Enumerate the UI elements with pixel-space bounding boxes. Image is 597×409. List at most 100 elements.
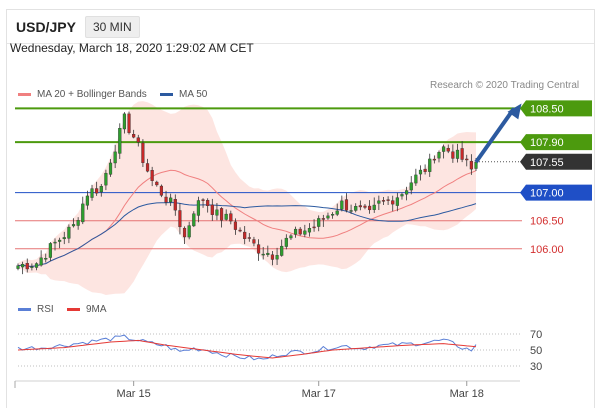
candle [81, 196, 85, 225]
candle [266, 245, 270, 257]
candle [391, 195, 395, 212]
candle [335, 203, 339, 217]
candle-body [81, 203, 85, 223]
candle [326, 212, 330, 220]
candle-body [30, 266, 34, 268]
candle-body [395, 197, 399, 206]
candle [432, 155, 436, 164]
candle-body [48, 243, 52, 258]
candle-body [275, 255, 279, 260]
candle-body [113, 151, 117, 164]
candle [330, 212, 335, 219]
candle [76, 217, 80, 230]
candle-body [400, 194, 404, 197]
candle [446, 144, 450, 154]
candle-body [409, 182, 413, 191]
candle-body [25, 263, 29, 270]
candle-body [330, 214, 335, 216]
candle-body [164, 196, 168, 203]
candle-body [219, 208, 224, 221]
candle [437, 150, 441, 163]
candle-body [238, 229, 242, 232]
candle-body [455, 149, 460, 159]
candle [99, 183, 103, 197]
candle [182, 226, 187, 245]
candle-body [108, 162, 113, 175]
candle-body [460, 148, 464, 160]
candle-body [196, 200, 201, 216]
candle [321, 214, 325, 227]
candle-body [312, 226, 316, 229]
candle [423, 164, 427, 175]
candle-body [16, 265, 20, 269]
candle [289, 234, 293, 240]
candle-body [34, 263, 39, 268]
candle-body [391, 200, 395, 205]
candle [196, 196, 201, 223]
candle [136, 134, 140, 147]
candle [113, 144, 117, 169]
candle [16, 263, 20, 271]
candle [187, 221, 191, 240]
candle-body [368, 205, 372, 211]
candle-body [266, 252, 270, 255]
candle-body [44, 258, 48, 260]
candle-body [173, 199, 177, 211]
candle-body [377, 200, 381, 204]
candle-body [53, 241, 57, 244]
candle [155, 180, 159, 187]
9ma-swatch [67, 308, 80, 311]
candle [372, 197, 376, 213]
candle-body [256, 244, 261, 254]
candle [30, 263, 34, 271]
candle [127, 111, 131, 135]
candle [62, 231, 66, 245]
x-tick-label: Mar 18 [450, 388, 484, 400]
candle [400, 192, 404, 200]
candle-body [451, 151, 455, 159]
ma50-label: MA 50 [179, 89, 208, 100]
candle [44, 253, 48, 263]
candle [247, 233, 251, 242]
rsi-swatch [18, 308, 31, 311]
candle [256, 239, 261, 261]
candle-body [418, 169, 423, 175]
candle-body [349, 210, 353, 212]
legend-9ma: 9MA [67, 304, 107, 315]
currency-pair-title: USD/JPY [16, 19, 76, 35]
timestamp: Wednesday, March 18, 2020 1:29:02 AM CET [10, 41, 254, 55]
candle-body [62, 237, 66, 240]
candle [219, 207, 224, 228]
candle [206, 198, 210, 213]
x-tick-label: Mar 15 [117, 388, 151, 400]
candle-body [224, 213, 228, 220]
candle-body [270, 254, 275, 260]
candle [386, 196, 390, 206]
candle [145, 158, 150, 173]
rsi-tick-label: 50 [530, 345, 542, 357]
candle [104, 169, 108, 191]
candle [122, 112, 126, 134]
price-tag-108.50 [520, 100, 592, 117]
candle [460, 141, 464, 163]
candle [173, 194, 177, 216]
candle [451, 144, 455, 163]
candle-body [363, 205, 367, 208]
candle [58, 237, 62, 249]
candle-body [132, 134, 136, 138]
candle-body [58, 239, 62, 242]
price-label-106.50: 106.50 [530, 216, 564, 228]
candle [178, 203, 182, 235]
candle [298, 227, 302, 236]
candle-body [354, 206, 358, 211]
candle [224, 209, 228, 221]
candle-body [474, 161, 478, 169]
price-label-108.50: 108.50 [530, 103, 564, 115]
candle-body [317, 218, 321, 227]
candle [312, 219, 316, 232]
candle-body [307, 228, 312, 233]
candle-body [85, 195, 89, 206]
candle-body [90, 188, 94, 198]
timeframe-badge[interactable]: 30 MIN [85, 16, 140, 38]
ma50-line [17, 201, 477, 267]
